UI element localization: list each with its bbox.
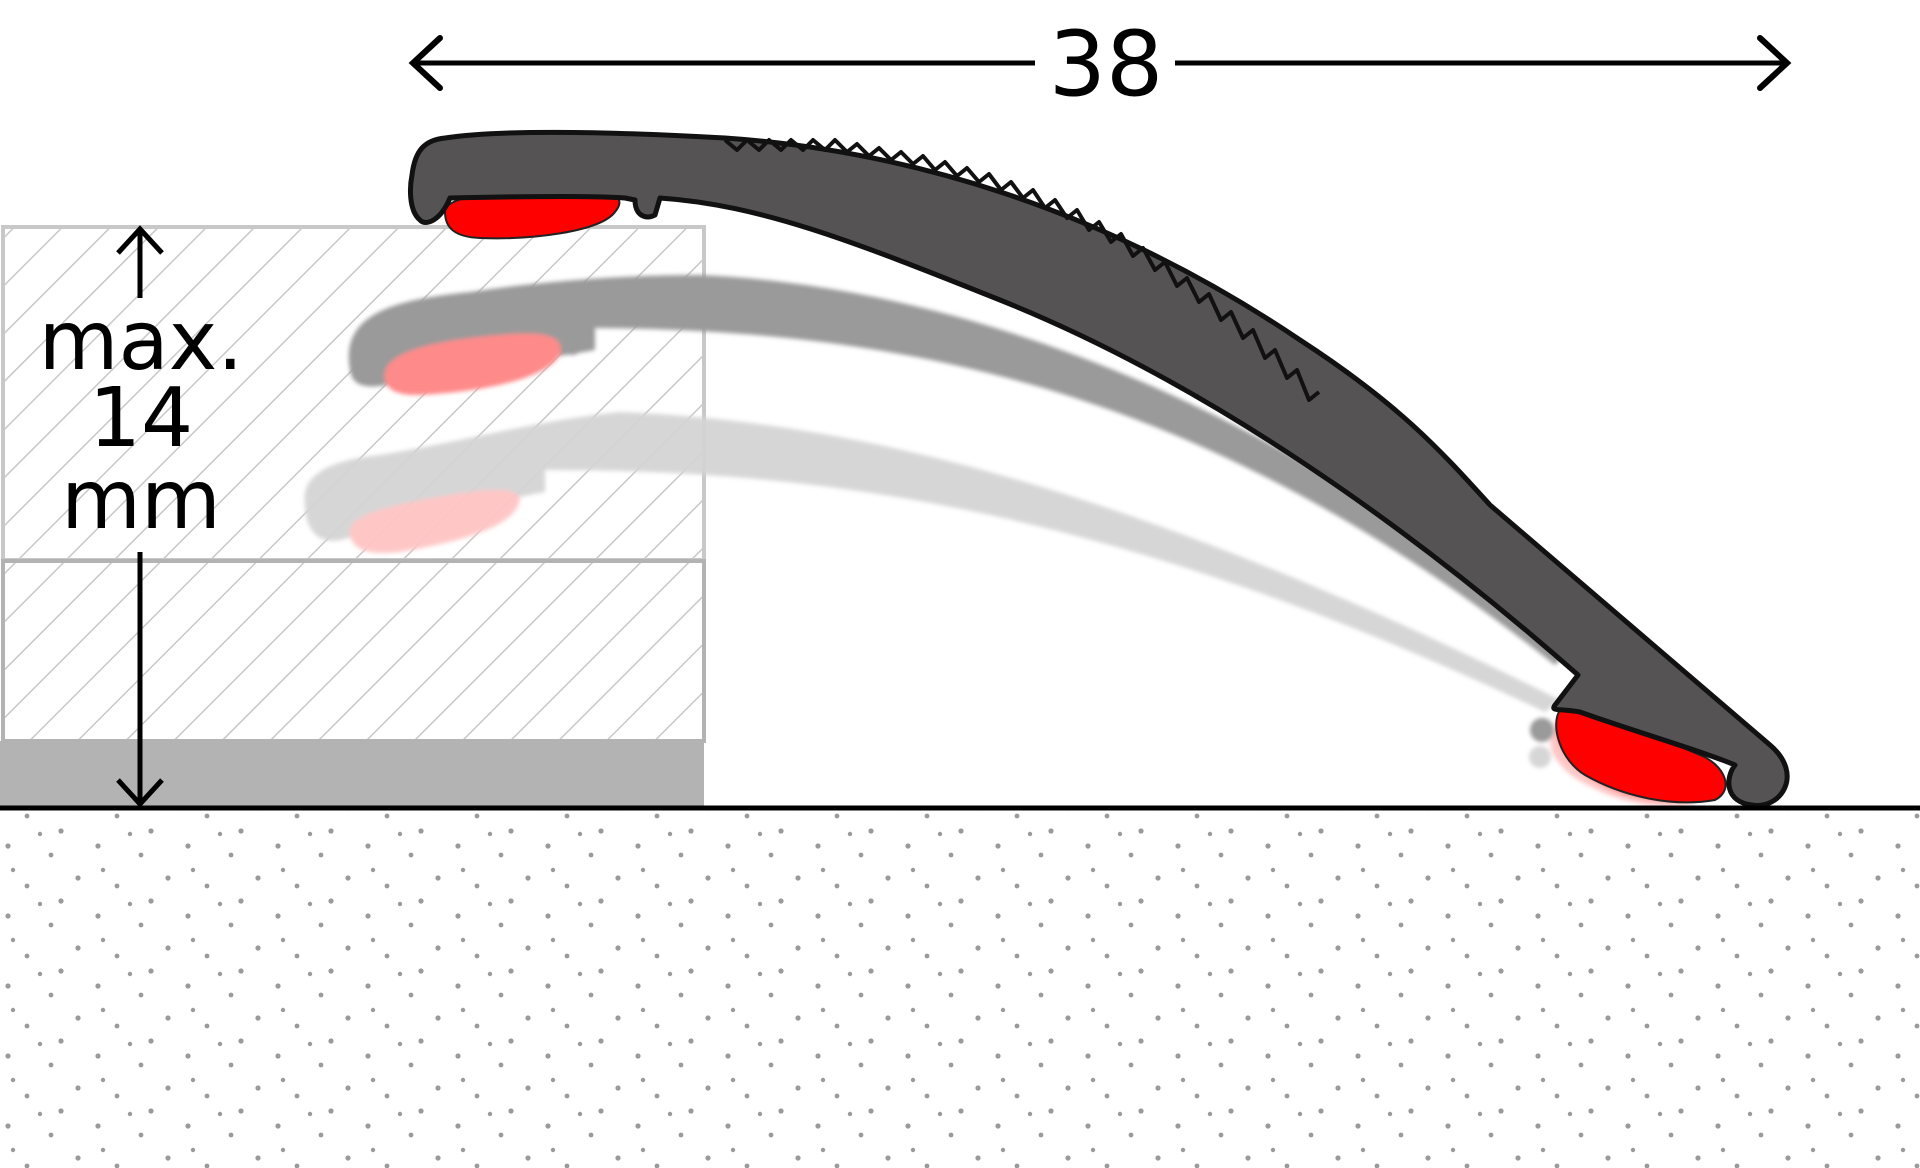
floor-base-layer (0, 741, 704, 808)
arrowhead-down-icon (116, 778, 164, 808)
arrowhead-up-icon (116, 225, 164, 255)
arrowhead-left-icon (408, 35, 443, 91)
grip-ridges (723, 138, 1321, 402)
floor-layer-lower (1, 559, 706, 743)
height-label-line-1: max. (39, 294, 244, 389)
subfloor (0, 809, 1920, 1168)
height-label-line-3: mm (61, 453, 221, 548)
arrowhead-right-icon (1757, 35, 1792, 91)
profile-position-high (407, 129, 1790, 808)
height-dimension: max. 14 mm (39, 225, 244, 808)
height-label-line-2: 14 (89, 371, 193, 466)
transition-profile (407, 129, 1790, 808)
width-dimension: 38 (408, 12, 1792, 117)
width-dimension-label: 38 (1049, 12, 1164, 117)
